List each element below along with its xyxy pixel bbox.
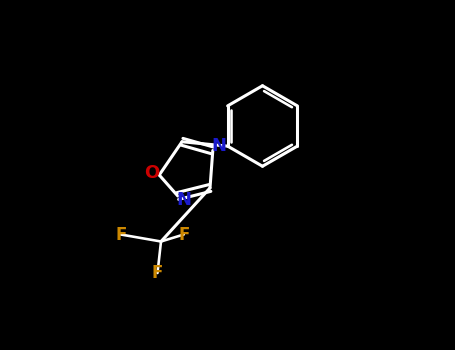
Text: N: N — [177, 191, 192, 209]
Text: F: F — [115, 225, 126, 244]
Text: F: F — [152, 264, 163, 282]
Text: F: F — [178, 225, 189, 244]
Text: N: N — [212, 137, 227, 155]
Text: O: O — [144, 164, 159, 182]
